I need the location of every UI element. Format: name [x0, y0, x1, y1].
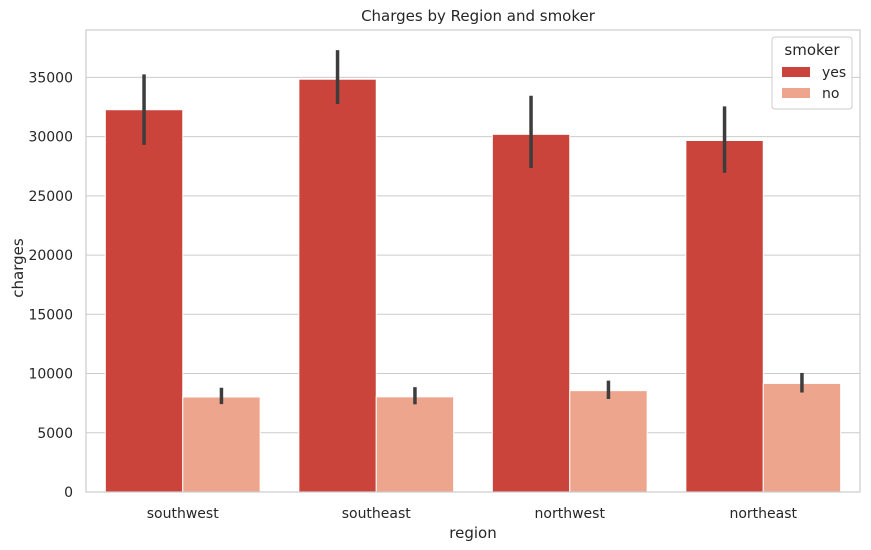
- bars: [104, 78, 842, 493]
- y-tick-label: 20000: [28, 248, 73, 264]
- bar-no-southwest: [182, 396, 261, 493]
- y-tick-label: 30000: [28, 130, 73, 146]
- bar-yes-northeast: [685, 139, 764, 493]
- y-tick-label: 15000: [28, 307, 73, 323]
- x-tick-label: southwest: [147, 506, 219, 522]
- bar-yes-southwest: [104, 109, 184, 493]
- bar-no-northwest: [569, 390, 648, 493]
- x-tick-label: northwest: [535, 506, 606, 522]
- x-axis-label: region: [449, 524, 496, 542]
- legend-label-no: no: [822, 86, 839, 102]
- y-axis-label: charges: [9, 238, 27, 298]
- y-tick-label: 5000: [37, 426, 73, 442]
- x-tick-label: southeast: [342, 506, 412, 522]
- chart-title: Charges by Region and smoker: [361, 7, 596, 25]
- y-tick-label: 25000: [28, 189, 73, 205]
- x-tick-label: northeast: [729, 506, 797, 522]
- y-tick-labels: 0 5000 10000 15000 20000 25000 30000 35000: [28, 70, 73, 501]
- bar-no-southeast: [375, 396, 455, 493]
- plot-frame: [85, 29, 861, 493]
- legend-swatch-yes: [782, 67, 810, 77]
- bar-yes-southeast: [298, 78, 377, 493]
- legend-swatch-no: [782, 88, 810, 98]
- y-tick-label: 10000: [28, 367, 73, 383]
- y-tick-label: 0: [64, 485, 73, 501]
- bar-no-northeast: [762, 382, 842, 493]
- legend: smoker yes no: [771, 36, 853, 110]
- legend-label-yes: yes: [822, 65, 846, 81]
- x-tick-labels: southwest southeast northwest northeast: [147, 506, 798, 522]
- y-tick-label: 35000: [28, 70, 73, 86]
- bar-yes-northwest: [491, 133, 571, 493]
- legend-title: smoker: [784, 41, 840, 59]
- error-bars: [142, 50, 804, 405]
